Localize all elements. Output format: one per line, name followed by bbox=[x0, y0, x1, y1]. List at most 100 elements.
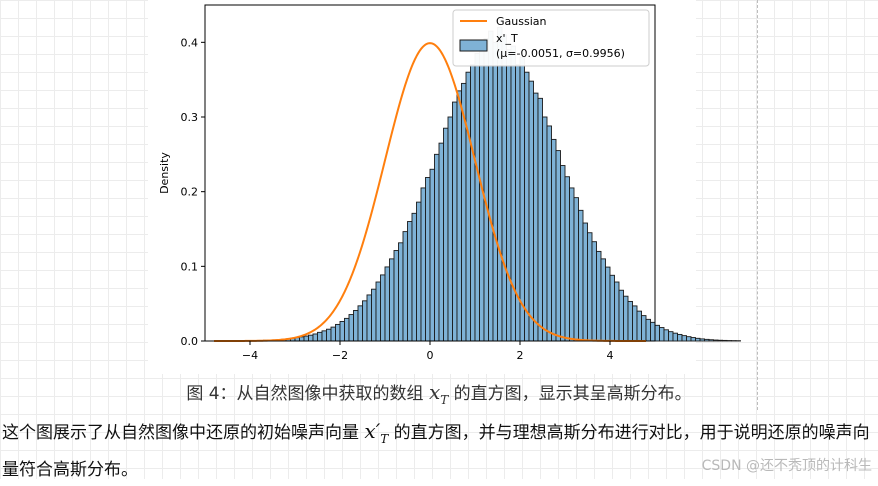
histogram-bar bbox=[439, 143, 444, 341]
histogram-bar bbox=[538, 98, 543, 341]
histogram-bar bbox=[655, 325, 660, 341]
legend-gaussian-label: Gaussian bbox=[496, 15, 546, 28]
histogram-bar bbox=[511, 46, 516, 341]
histogram-bar bbox=[687, 337, 692, 341]
legend-histogram-swatch bbox=[460, 40, 487, 51]
histogram-bar bbox=[592, 242, 597, 341]
histogram-bar bbox=[498, 27, 503, 341]
histogram-bar bbox=[399, 243, 404, 341]
histogram-bar bbox=[597, 251, 602, 341]
histogram-bar bbox=[403, 232, 408, 341]
y-axis-label: Density bbox=[158, 152, 171, 194]
histogram-bar bbox=[336, 324, 341, 341]
histogram-bar bbox=[601, 259, 606, 341]
x-tick-label: 2 bbox=[517, 349, 524, 362]
caption-prefix: 图 4：从自然图像中获取的数组 bbox=[186, 384, 429, 404]
histogram-bar bbox=[678, 334, 683, 341]
histogram-bar bbox=[615, 282, 620, 341]
histogram-bar bbox=[363, 301, 368, 341]
histogram-bar bbox=[426, 177, 431, 341]
histogram-bar bbox=[493, 42, 498, 341]
histogram-bar bbox=[372, 289, 377, 341]
histogram-bar bbox=[507, 50, 512, 341]
histogram-bar bbox=[646, 319, 651, 341]
x-tick-label: 4 bbox=[607, 349, 614, 362]
histogram-bar bbox=[313, 334, 318, 341]
histogram-bar bbox=[691, 338, 696, 341]
histogram-bar bbox=[448, 117, 453, 341]
histogram-bar bbox=[385, 267, 390, 341]
paragraph-math-base: x bbox=[364, 419, 375, 443]
histogram-bar bbox=[367, 295, 372, 341]
legend-histogram-label-line2: (μ=-0.0051, σ=0.9956) bbox=[496, 47, 625, 60]
histogram-bar bbox=[651, 322, 656, 341]
caption-math-symbol: xT bbox=[429, 380, 448, 404]
histogram-bar bbox=[547, 126, 552, 341]
histogram-bar bbox=[412, 213, 417, 341]
histogram-bar bbox=[682, 336, 687, 341]
histogram-bar bbox=[300, 337, 305, 341]
histogram-bar bbox=[331, 327, 336, 341]
histogram-bar bbox=[408, 222, 413, 341]
histogram-bar bbox=[718, 340, 723, 341]
histogram-bar bbox=[610, 275, 615, 341]
histogram-bar bbox=[354, 310, 359, 341]
histogram-bar bbox=[345, 318, 350, 341]
y-tick-label: 0.4 bbox=[181, 36, 199, 49]
histogram-bar bbox=[430, 169, 435, 341]
figure-caption: 图 4：从自然图像中获取的数组 xT 的直方图，显示其呈高斯分布。 bbox=[0, 379, 878, 407]
histogram-bar bbox=[628, 301, 633, 341]
description-paragraph: 这个图展示了从自然图像中还原的初始噪声向量 x′T 的直方图，并与理想高斯分布进… bbox=[2, 416, 878, 486]
histogram-bar bbox=[304, 336, 309, 341]
histogram-bar bbox=[421, 188, 426, 341]
histogram-bar bbox=[457, 91, 462, 341]
histogram-bar bbox=[489, 31, 494, 341]
histogram-bar bbox=[705, 339, 710, 341]
caption-suffix: 的直方图，显示其呈高斯分布。 bbox=[448, 384, 691, 404]
histogram-bar bbox=[327, 329, 332, 341]
histogram-bar bbox=[502, 35, 507, 341]
plot-area bbox=[214, 27, 741, 341]
histogram-bar bbox=[565, 177, 570, 341]
histogram-bar bbox=[484, 39, 489, 341]
histogram-bar bbox=[520, 57, 525, 341]
histogram-bar bbox=[660, 328, 665, 341]
watermark: CSDN @还不秃顶的计科生 bbox=[702, 455, 872, 475]
histogram-bar bbox=[435, 154, 440, 341]
histogram-bar bbox=[723, 340, 728, 341]
histogram-bar bbox=[318, 332, 323, 341]
histogram-bar bbox=[322, 331, 327, 341]
histogram-bar bbox=[606, 267, 611, 341]
histogram-bar bbox=[453, 102, 458, 341]
histogram-bar bbox=[552, 139, 557, 341]
histogram-bar bbox=[471, 65, 476, 341]
paragraph-math-symbol: x′T bbox=[364, 419, 388, 443]
histogram-bar bbox=[376, 282, 381, 341]
histogram-bar bbox=[390, 259, 395, 341]
x-tick-label: −2 bbox=[332, 349, 348, 362]
histogram-bar bbox=[579, 210, 584, 341]
histogram-bar bbox=[525, 72, 530, 341]
histogram-bar bbox=[417, 202, 422, 341]
histogram-bar bbox=[394, 251, 399, 341]
y-tick-label: 0.2 bbox=[181, 186, 199, 199]
histogram-bar bbox=[714, 340, 719, 341]
histogram-bar bbox=[637, 311, 642, 341]
histogram-bar bbox=[588, 233, 593, 341]
histogram-bar bbox=[534, 93, 539, 341]
histogram-bar bbox=[673, 333, 678, 341]
histogram-bar bbox=[583, 223, 588, 341]
histogram-bar bbox=[642, 316, 647, 341]
legend-histogram-label-line1: x'_T bbox=[496, 32, 518, 45]
histogram-bar bbox=[664, 330, 669, 341]
histogram-bar bbox=[709, 340, 714, 341]
y-tick-label: 0.3 bbox=[181, 111, 199, 124]
histogram-bar bbox=[700, 339, 705, 341]
histogram-bar bbox=[381, 275, 386, 341]
histogram-bar bbox=[669, 332, 674, 341]
histogram-bar bbox=[475, 54, 480, 341]
legend: Gaussian x'_T (μ=-0.0051, σ=0.9956) bbox=[453, 10, 649, 66]
histogram-bar bbox=[358, 306, 363, 341]
histogram-bar bbox=[619, 290, 624, 341]
